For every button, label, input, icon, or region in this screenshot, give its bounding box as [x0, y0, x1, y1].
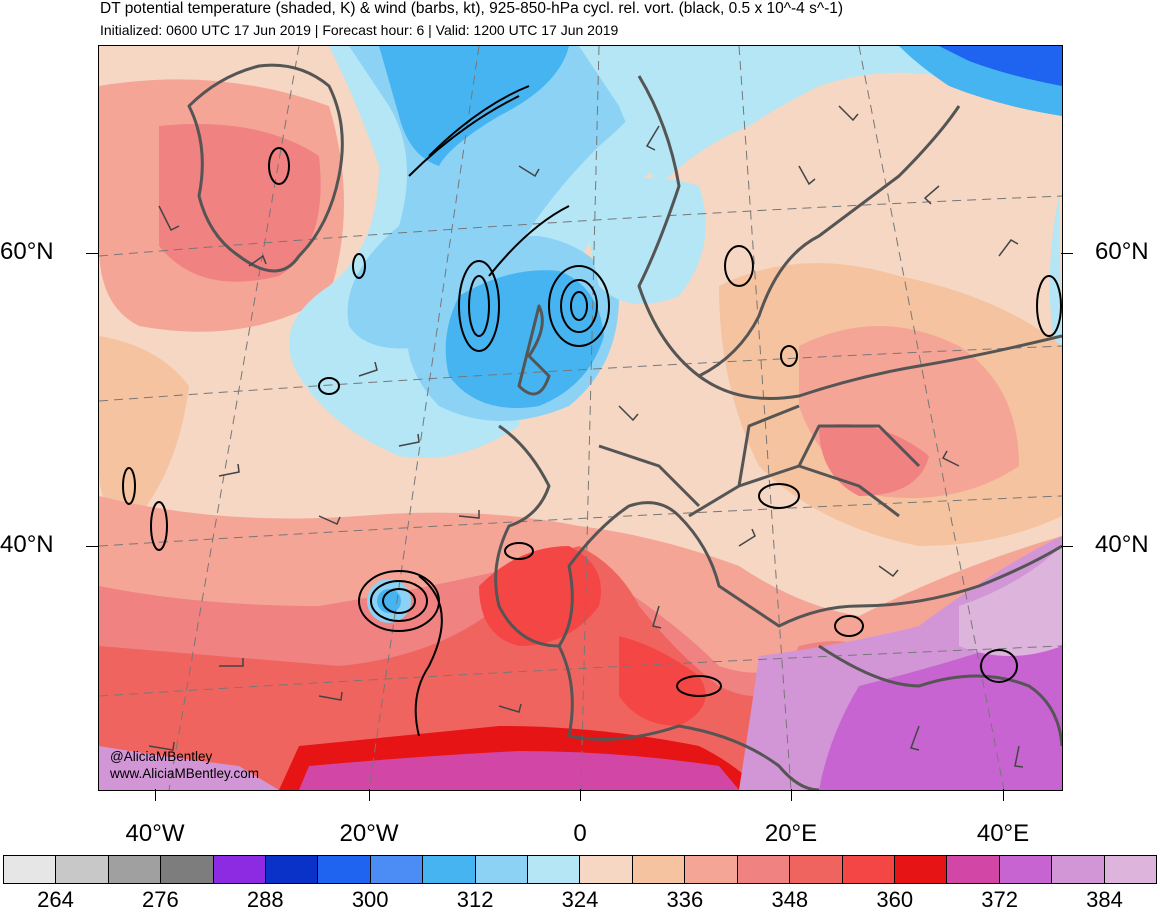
map-title: DT potential temperature (shaded, K) & w…	[100, 0, 844, 17]
wind-barbs	[148, 105, 1024, 768]
lon-label-40w: 40°W	[125, 820, 185, 847]
colorbar-label: 264	[37, 887, 74, 912]
lon-label-0: 0	[573, 820, 587, 847]
vorticity-contours	[122, 85, 1062, 737]
lon-tick	[1003, 789, 1004, 801]
colorbar-swatch	[266, 856, 319, 883]
lon-label-20w: 20°W	[339, 820, 399, 847]
colorbar-swatch	[1052, 856, 1105, 883]
colorbar-swatch	[4, 856, 57, 883]
colorbar-label: 360	[876, 887, 914, 912]
colorbar-label: 336	[666, 887, 704, 912]
colorbar-swatch	[108, 856, 162, 883]
lat-tick	[86, 253, 98, 254]
colorbar-swatch	[1104, 856, 1156, 883]
weather-map	[98, 45, 1063, 791]
coastlines	[187, 63, 1062, 790]
colorbar-swatch	[737, 856, 791, 883]
colorbar	[3, 855, 1157, 884]
colorbar-swatch	[56, 856, 109, 883]
lat-label-60n-left: 60°N	[0, 238, 54, 265]
colorbar-swatch	[475, 856, 529, 883]
credit-website: www.AliciaMBentley.com	[110, 766, 260, 781]
colorbar-label: 348	[771, 887, 809, 912]
lat-tick	[1061, 546, 1073, 547]
lon-tick	[580, 789, 581, 801]
lon-label-40e: 40°E	[976, 820, 1030, 847]
colorbar-label: 384	[1086, 887, 1123, 912]
colorbar-swatch	[999, 856, 1053, 883]
colorbar-label: 276	[142, 887, 179, 912]
colorbar-label: 324	[561, 887, 599, 912]
lon-tick	[155, 789, 156, 801]
lon-tick	[791, 789, 792, 801]
colorbar-label: 372	[981, 887, 1018, 912]
colorbar-swatch	[894, 856, 948, 883]
colorbar-swatch	[423, 856, 476, 883]
theta-shading	[99, 46, 1062, 790]
colorbar-label: 300	[351, 887, 389, 912]
map-canvas	[99, 46, 1062, 790]
lat-label-40n-left: 40°N	[0, 531, 54, 558]
colorbar-swatch	[528, 856, 581, 883]
colorbar-swatch	[947, 856, 1000, 883]
colorbar-swatch	[632, 856, 686, 883]
colorbar-swatch	[685, 856, 738, 883]
colorbar-swatch	[318, 856, 371, 883]
lon-label-20e: 20°E	[764, 820, 818, 847]
colorbar-swatch	[790, 856, 843, 883]
colorbar-swatch	[580, 856, 633, 883]
graticule	[99, 46, 1062, 790]
credit-handle: @AliciaMBentley	[110, 749, 213, 764]
lat-tick	[1061, 253, 1073, 254]
colorbar-label: 288	[246, 887, 284, 912]
lat-label-60n-right: 60°N	[1095, 238, 1149, 265]
map-subtitle: Initialized: 0600 UTC 17 Jun 2019 | Fore…	[100, 22, 619, 38]
colorbar-swatch	[842, 856, 895, 883]
lat-label-40n-right: 40°N	[1095, 531, 1149, 558]
lon-tick	[369, 789, 370, 801]
colorbar-label: 312	[456, 887, 494, 912]
colorbar-swatch	[161, 856, 214, 883]
colorbar-swatch	[370, 856, 424, 883]
colorbar-swatch	[213, 856, 267, 883]
lat-tick	[86, 546, 98, 547]
